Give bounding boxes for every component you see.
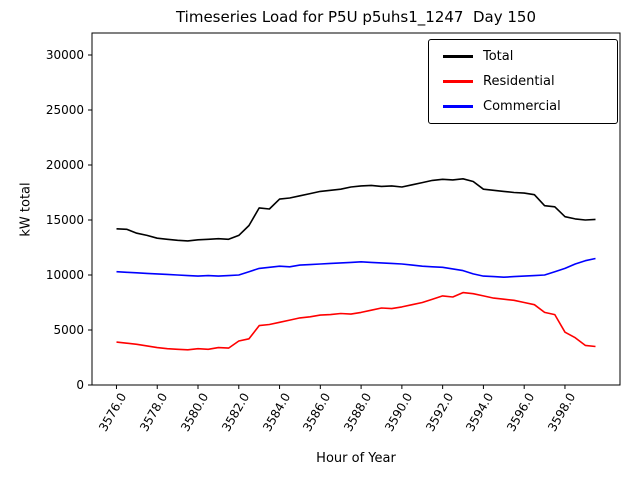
legend-item-total: Total	[443, 49, 603, 64]
legend: Total Residential Commercial	[428, 39, 618, 124]
y-tick-label: 10000	[45, 268, 84, 282]
legend-label: Total	[483, 49, 514, 64]
y-tick-label: 20000	[45, 158, 84, 172]
y-tick-label: 0	[76, 378, 84, 392]
y-tick-label: 5000	[53, 323, 84, 337]
legend-line-swatch	[443, 80, 473, 83]
legend-item-commercial: Commercial	[443, 99, 603, 114]
y-tick-label: 15000	[45, 213, 84, 227]
legend-label: Residential	[483, 74, 555, 89]
legend-item-residential: Residential	[443, 74, 603, 89]
x-axis-label: Hour of Year	[316, 451, 396, 466]
y-tick-label: 25000	[45, 103, 84, 117]
legend-label: Commercial	[483, 99, 561, 114]
legend-line-swatch	[443, 105, 473, 108]
legend-line-swatch	[443, 55, 473, 58]
chart-title: Timeseries Load for P5U p5uhs1_1247 Day …	[175, 8, 537, 26]
y-tick-label: 30000	[45, 48, 84, 62]
